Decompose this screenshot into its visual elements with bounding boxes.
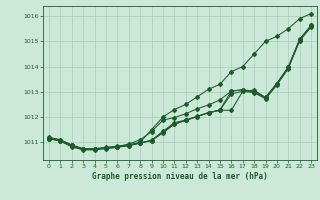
X-axis label: Graphe pression niveau de la mer (hPa): Graphe pression niveau de la mer (hPa) — [92, 172, 268, 181]
